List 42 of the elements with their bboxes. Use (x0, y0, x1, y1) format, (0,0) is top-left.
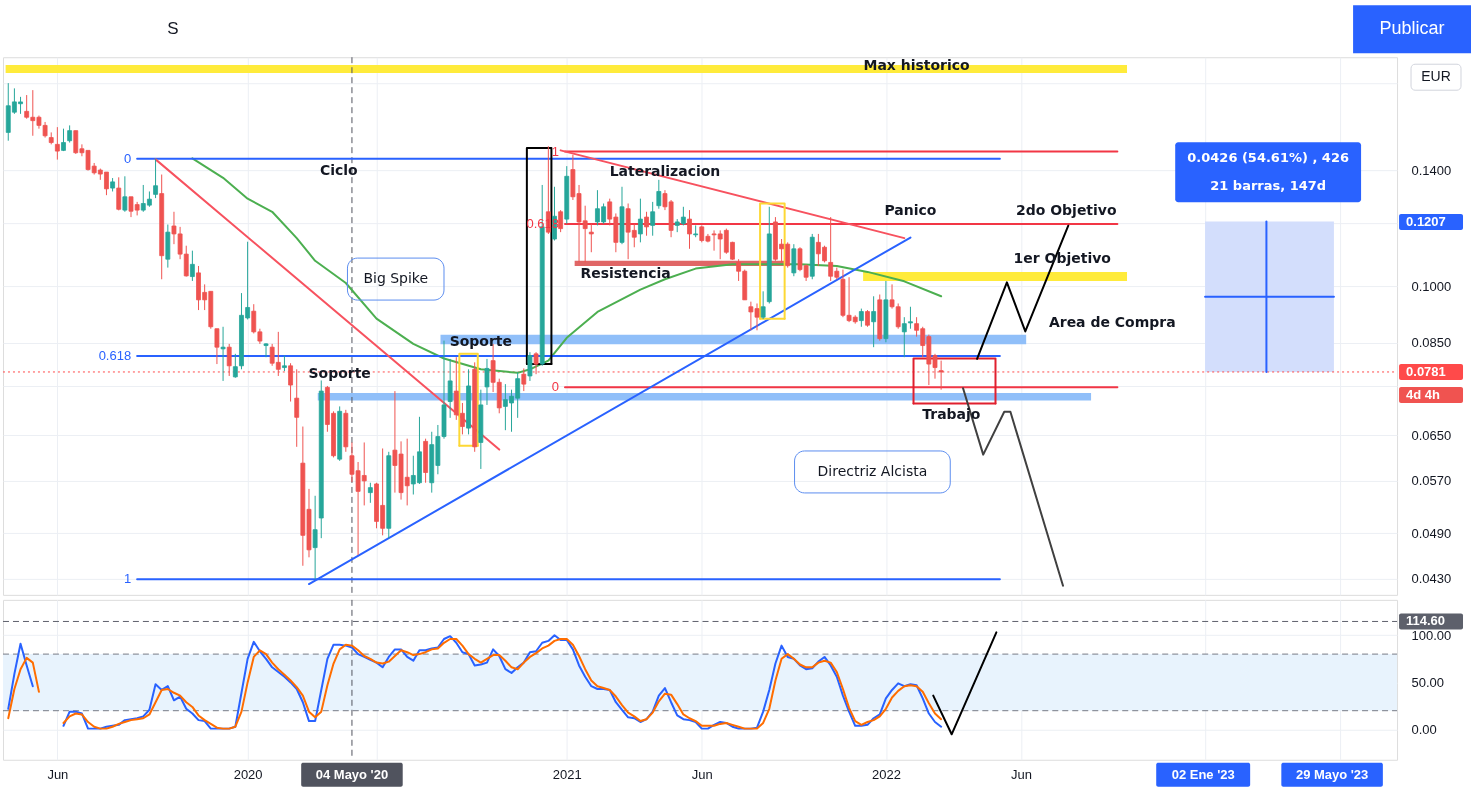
y-tick-label: 0.00 (1411, 722, 1437, 738)
annotation: 21 barras, 147d (1210, 178, 1327, 194)
y-tick-label: 0.0850 (1411, 335, 1452, 351)
y-tick-label: 50.00 (1411, 674, 1445, 690)
annotation: Soporte (449, 332, 513, 349)
x-tick-label: Jun (1010, 767, 1032, 783)
ref-line-label: 114.60 (1406, 613, 1446, 629)
series-label: 0.618 (98, 347, 132, 363)
series-label: 1 (551, 143, 560, 159)
x-tick-label: 2020 (233, 767, 263, 783)
text: 4d 4h (1406, 387, 1441, 402)
y-tick-label: 100.00 (1411, 627, 1452, 643)
annotation: Area de Compra (1048, 314, 1176, 331)
text: Publicar (1379, 18, 1445, 39)
annotation: Big Spike (363, 270, 429, 287)
x-tick-label: Jun (47, 767, 69, 783)
y-tick-label: 0.0430 (1411, 570, 1452, 586)
text: 0.1207 (1406, 214, 1446, 230)
annotation: Directriz Alcista (817, 462, 928, 479)
text: 29 Mayo '23 (1295, 766, 1369, 782)
annotation: Resistencia (580, 265, 671, 282)
annotation: Ciclo (319, 162, 358, 179)
text: 02 Ene '23 (1171, 766, 1235, 782)
series-label: 0 (123, 150, 132, 166)
annotation: Soporte (308, 365, 371, 382)
annotation: 0.0426 (54.61%) , 426 (1187, 150, 1349, 166)
y-tick-label: 0.0570 (1411, 473, 1452, 489)
series-label: 1 (123, 571, 132, 587)
y-tick-label: 0.1000 (1411, 278, 1452, 294)
x-tick-label: 2022 (871, 767, 901, 783)
series-label: 0 (551, 379, 560, 395)
ref-line-label: 04 Mayo '20 (315, 766, 389, 782)
x-tick-label: 2021 (552, 767, 582, 783)
y-tick-label: 0.0650 (1411, 427, 1452, 443)
annotation: Panico (884, 202, 937, 219)
y-tick-label: 0.0490 (1411, 525, 1452, 541)
x-tick-label: Jun (691, 767, 713, 783)
text: EUR (1421, 68, 1451, 85)
text: S (167, 19, 179, 39)
ref-line-label: 0.0781 (1406, 363, 1446, 379)
y-tick-label: 0.1400 (1411, 162, 1452, 178)
annotation: 2do Objetivo (1015, 202, 1117, 219)
